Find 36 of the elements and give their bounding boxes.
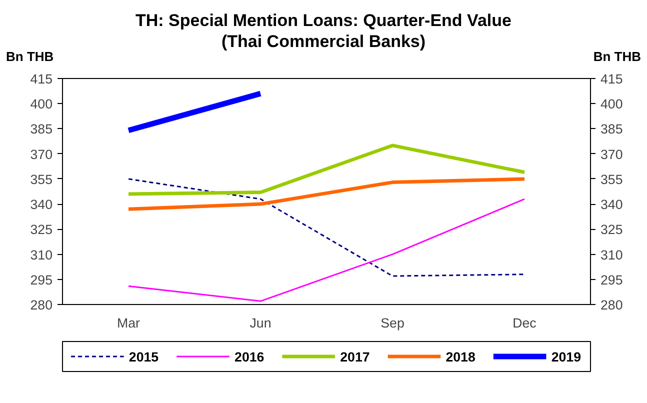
y-tick-label: 340	[30, 197, 53, 212]
x-tick-label: Mar	[117, 316, 141, 330]
y-tick-label: 310	[30, 247, 53, 262]
y-tick-label: 280	[30, 298, 53, 312]
y2-tick-label: 340	[600, 197, 623, 212]
y2-tick-label: 295	[600, 272, 623, 288]
y-tick-label: 385	[30, 122, 53, 137]
y-tick-label: 415	[30, 72, 53, 86]
y2-tick-label: 310	[600, 247, 623, 262]
y2-tick-label: 370	[600, 146, 623, 162]
y2-axis-title: Bn THB	[593, 48, 641, 66]
y-tick-label: 370	[30, 146, 53, 162]
line-series	[126, 144, 526, 196]
x-tick-label: Dec	[512, 316, 537, 330]
legend-label: 2017	[340, 350, 370, 364]
x-tick-label: Jun	[250, 316, 272, 330]
y-tick-label: 325	[30, 222, 53, 238]
y2-tick-label: 325	[600, 222, 623, 238]
y-tick-label: 355	[30, 172, 53, 187]
line-series	[126, 177, 526, 211]
legend-label: 2015	[128, 350, 160, 364]
legend-label: 2018	[446, 350, 476, 364]
y-tick-label: 400	[30, 96, 53, 112]
line-series	[128, 198, 526, 302]
y2-tick-label: 400	[600, 96, 623, 112]
y2-tick-label: 385	[600, 122, 623, 137]
legend-label: 2016	[234, 350, 264, 364]
chart-title: TH: Special Mention Loans: Quarter-End Value (Thai Commercial Banks)	[136, 11, 512, 51]
y2-tick-label: 280	[600, 298, 623, 312]
x-tick-label: Sep	[380, 316, 404, 330]
y2-tick-label: 415	[600, 72, 623, 86]
y-tick-label: 295	[30, 272, 53, 288]
legend-label: 2019	[551, 350, 581, 364]
y-axis-title: Bn THB	[6, 48, 54, 66]
y2-tick-label: 355	[600, 172, 623, 187]
line-series	[128, 178, 526, 277]
